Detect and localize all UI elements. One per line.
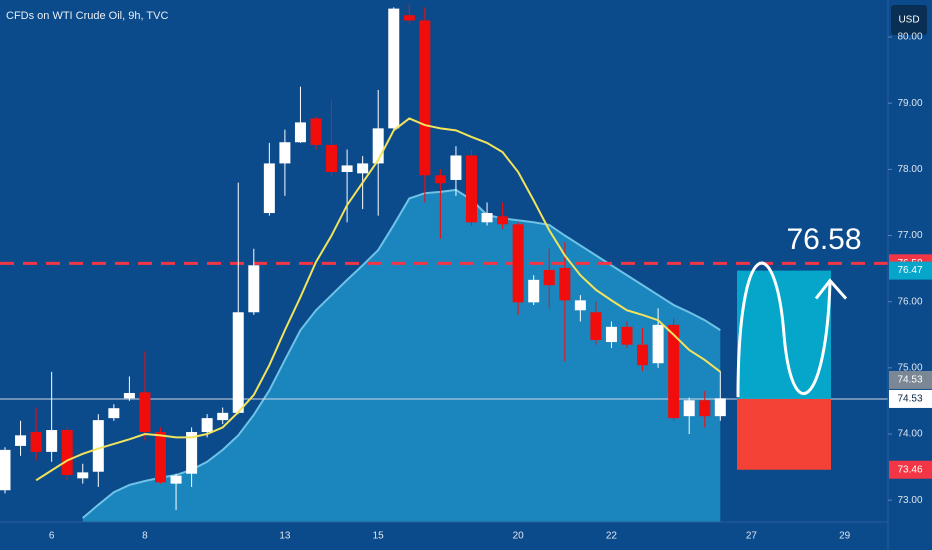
candle-body bbox=[683, 400, 695, 417]
candle-body bbox=[108, 408, 120, 419]
projection-wave bbox=[736, 261, 832, 397]
candle-body bbox=[341, 165, 353, 173]
price-label-box bbox=[889, 261, 932, 280]
price-label: 73.46 bbox=[897, 464, 922, 475]
y-tick-label: 78.00 bbox=[897, 164, 922, 175]
candle-body bbox=[466, 155, 477, 223]
candle-body bbox=[543, 269, 555, 286]
price-label: 76.47 bbox=[897, 265, 922, 276]
candle-body bbox=[497, 216, 509, 225]
x-tick-label: 13 bbox=[279, 531, 291, 542]
candle-body bbox=[310, 118, 322, 145]
candle-body bbox=[357, 163, 369, 174]
candle-body bbox=[279, 142, 291, 164]
projection-down bbox=[737, 398, 831, 470]
candle-body bbox=[0, 449, 11, 491]
candle-body bbox=[15, 435, 27, 446]
x-tick-label: 29 bbox=[839, 531, 851, 542]
candle-body bbox=[605, 326, 617, 343]
candle-body bbox=[621, 326, 633, 345]
y-tick-label: 80.00 bbox=[897, 32, 922, 43]
y-tick-label: 79.00 bbox=[897, 98, 922, 109]
candle-body bbox=[201, 418, 213, 433]
candle-body bbox=[30, 432, 42, 452]
x-tick-label: 27 bbox=[746, 531, 758, 542]
candle-body bbox=[155, 432, 166, 483]
y-tick-label: 74.00 bbox=[897, 429, 922, 440]
x-tick-label: 8 bbox=[142, 531, 148, 542]
x-tick-label: 22 bbox=[606, 531, 618, 542]
candle-body bbox=[590, 312, 602, 341]
price-label: 74.53 bbox=[897, 375, 922, 386]
candle-body bbox=[652, 324, 664, 364]
candle-body bbox=[637, 344, 649, 366]
candle-body bbox=[481, 213, 493, 223]
projection-arrow bbox=[814, 278, 848, 300]
candle-body bbox=[528, 279, 540, 303]
candle-body bbox=[139, 392, 151, 433]
candle-body bbox=[326, 144, 338, 173]
x-tick-label: 6 bbox=[49, 531, 55, 542]
y-tick-label: 77.00 bbox=[897, 230, 922, 241]
chart-title: CFDs on WTI Crude Oil, 9h, TVC bbox=[6, 10, 168, 22]
candle-body bbox=[668, 324, 680, 419]
candle-body bbox=[388, 8, 400, 129]
candle-body bbox=[217, 412, 229, 421]
y-tick-label: 75.00 bbox=[897, 362, 922, 373]
x-tick-label: 15 bbox=[373, 531, 385, 542]
currency-button[interactable] bbox=[891, 5, 927, 35]
candle-body bbox=[559, 267, 571, 301]
candle-body bbox=[77, 472, 89, 479]
candle-body bbox=[372, 128, 384, 164]
price-label-box bbox=[889, 460, 932, 479]
price-label-box bbox=[889, 389, 932, 408]
candle-body bbox=[294, 122, 306, 143]
x-tick-label: 20 bbox=[513, 531, 525, 542]
candle-body bbox=[232, 312, 244, 413]
candle-body bbox=[170, 475, 182, 484]
price-label-box bbox=[889, 370, 932, 389]
candle-body bbox=[248, 265, 260, 313]
candle-body bbox=[263, 163, 275, 214]
candle-body bbox=[61, 430, 73, 476]
candle-body bbox=[186, 432, 198, 474]
candle-body bbox=[574, 300, 586, 311]
currency-label: USD bbox=[898, 15, 919, 26]
candle-body bbox=[46, 430, 58, 452]
candle-body bbox=[512, 224, 524, 303]
candle-body bbox=[123, 392, 135, 399]
candle-body bbox=[434, 175, 446, 184]
price-label: 74.53 bbox=[897, 394, 922, 405]
candle-body bbox=[419, 20, 431, 176]
candle-body bbox=[699, 400, 711, 417]
y-tick-label: 76.00 bbox=[897, 296, 922, 307]
moving-average bbox=[35, 117, 721, 482]
candle-body bbox=[403, 15, 415, 21]
candle-body bbox=[92, 420, 104, 472]
y-tick-label: 73.00 bbox=[897, 495, 922, 506]
target-label: 76.58 bbox=[786, 223, 861, 256]
candle-body bbox=[450, 155, 462, 180]
candle-body bbox=[714, 398, 726, 417]
